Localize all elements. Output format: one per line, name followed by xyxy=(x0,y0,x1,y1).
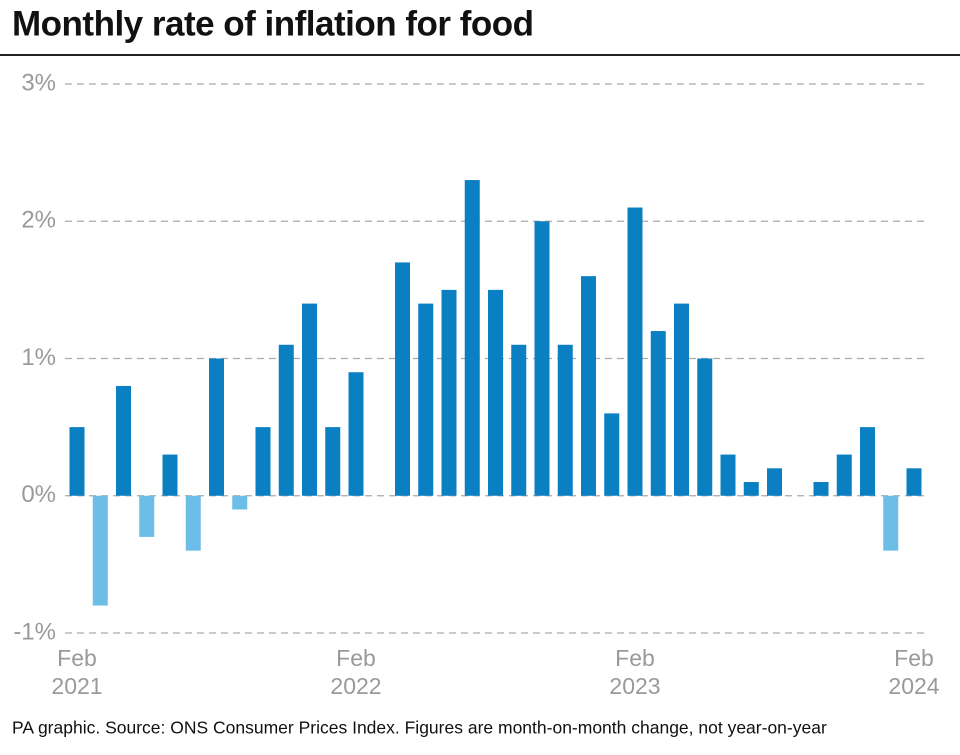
bar xyxy=(836,454,852,496)
bar xyxy=(767,468,782,496)
bar xyxy=(883,495,899,551)
y-tick-label: 3% xyxy=(21,69,56,96)
bar xyxy=(116,385,131,496)
bar xyxy=(488,289,503,496)
bar xyxy=(650,331,666,496)
bar xyxy=(534,221,550,496)
bar xyxy=(697,358,713,496)
x-tick-label: Feb 2022 xyxy=(330,645,381,699)
bar xyxy=(69,427,85,496)
y-tick-label: 2% xyxy=(21,207,56,234)
bar xyxy=(813,482,829,496)
bar xyxy=(232,495,248,510)
y-tick-label: 0% xyxy=(21,481,56,508)
bar xyxy=(860,427,875,496)
bar xyxy=(441,289,457,496)
bar xyxy=(604,413,620,496)
bar xyxy=(511,344,527,496)
y-tick-label: 1% xyxy=(21,344,56,371)
x-tick-label: Feb 2024 xyxy=(888,645,939,699)
bar xyxy=(185,495,201,551)
bar xyxy=(92,495,108,606)
bar xyxy=(278,344,294,496)
bar xyxy=(418,303,434,496)
bar xyxy=(743,482,759,496)
chart-title: Monthly rate of inflation for food xyxy=(12,4,534,43)
bar xyxy=(674,303,689,496)
bar xyxy=(464,180,480,496)
x-tick-label: Feb 2023 xyxy=(609,645,660,699)
footnote: PA graphic. Source: ONS Consumer Prices … xyxy=(12,718,827,738)
bar xyxy=(906,468,922,496)
bar xyxy=(395,262,410,496)
bar xyxy=(627,207,643,496)
bar xyxy=(209,358,224,496)
bar xyxy=(557,344,573,496)
bar xyxy=(325,427,341,496)
bar xyxy=(139,495,155,537)
x-tick-label: Feb 2021 xyxy=(51,645,102,699)
bar xyxy=(720,454,736,496)
y-tick-label: -1% xyxy=(13,618,56,645)
bar xyxy=(348,372,364,496)
bar xyxy=(581,276,596,496)
bar xyxy=(162,454,178,496)
bar xyxy=(255,427,271,496)
bar xyxy=(302,303,317,496)
